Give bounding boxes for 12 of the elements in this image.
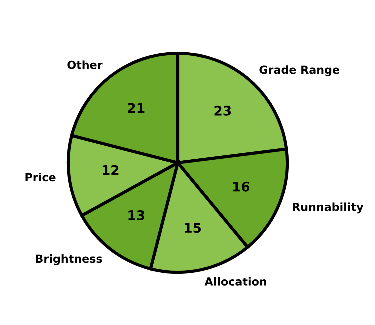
slice-label: Allocation bbox=[204, 277, 266, 286]
data-label: 23 bbox=[214, 106, 232, 116]
data-label: 12 bbox=[102, 165, 119, 176]
data-label: 13 bbox=[128, 210, 145, 220]
slice-label: Runnability bbox=[293, 202, 364, 214]
slice-label: Other bbox=[68, 60, 103, 70]
slice-label: Brightness bbox=[36, 254, 102, 266]
data-label: 16 bbox=[233, 182, 250, 192]
data-label: 21 bbox=[128, 103, 145, 113]
data-label: 15 bbox=[185, 223, 202, 234]
slice-label: Grade Range bbox=[260, 66, 340, 76]
slice-label: Price bbox=[26, 172, 56, 182]
